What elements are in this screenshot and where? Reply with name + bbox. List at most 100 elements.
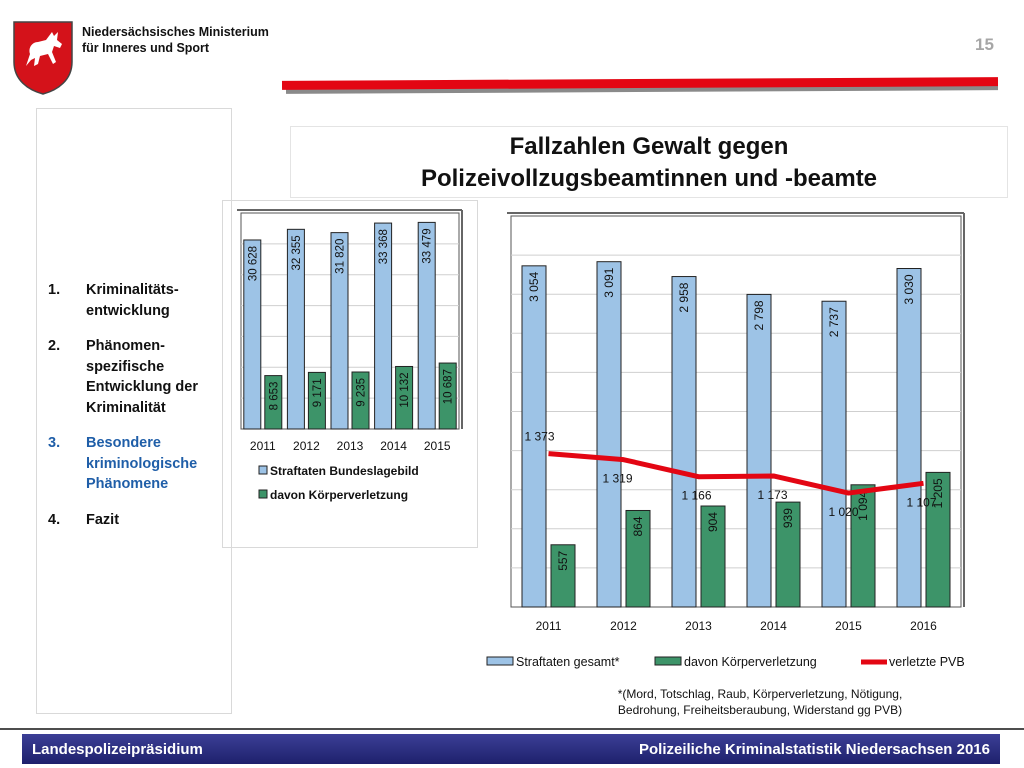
agenda-label: Phänomen- spezifische Entwicklung der Kr… <box>86 338 198 416</box>
c1-bar-total <box>243 239 262 430</box>
c2-x-tick: 2016 <box>910 619 937 633</box>
ministry-line2: für Inneres und Sport <box>82 41 210 55</box>
agenda-label: Fazit <box>86 511 120 528</box>
c2-x-tick: 2013 <box>685 619 712 633</box>
c1-data-label: 10 132 <box>399 372 411 407</box>
chart-niedersachsen-svg: 3 054 3 091 2 958 2 798 2 737 3 030 557 864 904 9… <box>486 212 965 669</box>
footnote-line2: Bedrohung, Freiheitsberaubung, Widerstan… <box>617 703 903 717</box>
title-line2: Polizeivollzugsbeamtinnen und -beamte <box>420 165 878 192</box>
c1-x-tick: 2014 <box>380 439 407 453</box>
agenda-item-1[interactable]: 1. Kriminalitäts- entwicklung <box>48 280 230 321</box>
c1-bar-total <box>286 228 305 430</box>
c2-data-label: 3 054 <box>527 272 541 302</box>
c2-data-label: 1 205 <box>931 478 945 508</box>
c1-x-tick: 2015 <box>424 439 451 453</box>
c1-bar-koerperverletzung <box>438 362 457 430</box>
c2-line-label: 1 020 <box>828 505 858 519</box>
c1-bar-koerperverletzung <box>395 365 414 430</box>
agenda-item-3[interactable]: 3. Besondere kriminologische Phänomene <box>48 433 230 495</box>
c1-data-label: 30 628 <box>247 246 259 281</box>
slide-title: Fallzahlen Gewalt gegen Polizeivollzugsb… <box>290 131 1008 195</box>
footer-divider <box>0 728 1024 730</box>
agenda-list: 1. Kriminalitäts- entwicklung 2. Phänome… <box>48 280 230 545</box>
c1-data-label: 33 368 <box>378 229 390 264</box>
c2-line-verletzte-pvb <box>548 451 924 496</box>
ministry-line1: Niedersächsisches Ministerium <box>82 25 269 39</box>
agenda-item-4[interactable]: 4. Fazit <box>48 510 230 531</box>
sidebar-panel <box>36 108 232 714</box>
ministry-name: Niedersächsisches Ministerium für Innere… <box>82 24 269 56</box>
c2-bar-koerperverletzung <box>775 501 801 608</box>
agenda-number: 3. <box>48 435 61 451</box>
agenda-item-2[interactable]: 2. Phänomen- spezifische Entwicklung der… <box>48 336 230 418</box>
c2-bar-koerperverletzung <box>850 484 876 608</box>
c2-data-label: 1 094 <box>856 490 870 520</box>
footer-left-text: Landespolizeipräsidium <box>32 740 203 758</box>
footnote: *(Mord, Totschlag, Raub, Körperverletzun… <box>540 686 980 718</box>
agenda-label: Kriminalitäts- entwicklung <box>86 282 179 319</box>
c2-x-tick: 2014 <box>760 619 787 633</box>
agenda-number: 4. <box>48 511 61 528</box>
agenda-number: 1. <box>48 282 61 298</box>
c2-line-label: 1 173 <box>757 488 787 502</box>
c2-data-label: 3 030 <box>902 274 916 304</box>
c1-data-label: 31 820 <box>335 239 347 274</box>
c1-data-label: 8 653 <box>268 382 280 411</box>
c2-data-label: 904 <box>706 512 720 532</box>
c2-line-label: 1 319 <box>602 472 632 486</box>
c2-data-label: 3 091 <box>602 267 616 297</box>
c2-bar-total <box>896 268 922 608</box>
c1-bar-total <box>330 232 349 430</box>
c2-legend-label: davon Körperverletzung <box>684 655 817 669</box>
c1-data-label: 10 687 <box>443 369 455 404</box>
agenda-number: 2. <box>48 338 61 354</box>
footer-bar: Landespolizeipräsidium Polizeiliche Krim… <box>22 734 1000 764</box>
c1-legend-swatch <box>258 465 268 475</box>
crest-logo <box>10 18 76 96</box>
c2-x-tick: 2012 <box>610 619 637 633</box>
c1-data-label: 32 355 <box>291 235 303 270</box>
c2-data-label: 864 <box>631 516 645 536</box>
c1-legend-label: davon Körperverletzung <box>270 488 408 502</box>
c1-x-tick: 2013 <box>337 439 364 453</box>
c2-bar-koerperverletzung <box>700 505 726 608</box>
c1-data-label: 9 171 <box>312 378 324 407</box>
title-line1: Fallzahlen Gewalt gegen <box>509 133 789 160</box>
title-box <box>290 126 1008 198</box>
c1-bar-koerperverletzung <box>351 371 370 430</box>
c2-data-label: 557 <box>556 550 570 570</box>
chart-niedersachsen: 3 054 3 091 2 958 2 798 2 737 3 030 557 864 904 9… <box>483 200 1003 680</box>
chart-bundeslagebild-svg: 30 628 32 355 31 820 33 368 33 479 8 653 9 171… <box>237 209 463 502</box>
c1-bar-total <box>417 221 436 430</box>
c2-bar-koerperverletzung <box>925 471 951 608</box>
c2-legend-swatch <box>654 656 682 666</box>
page-number: 15 <box>975 35 994 54</box>
c1-bar-total <box>374 222 393 430</box>
c2-bar-koerperverletzung <box>550 544 576 608</box>
c1-legend-swatch <box>258 489 268 499</box>
c2-data-label: 2 798 <box>752 300 766 330</box>
c2-bar-total <box>596 261 622 608</box>
c1-data-label: 9 235 <box>356 378 368 407</box>
c2-data-label: 2 737 <box>827 307 841 337</box>
c2-legend-label: verletzte PVB <box>889 655 965 669</box>
chart-bundeslagebild: 30 628 32 355 31 820 33 368 33 479 8 653 9 171… <box>222 200 478 548</box>
c1-data-label: 33 479 <box>422 228 434 263</box>
footnote-line1: *(Mord, Totschlag, Raub, Körperverletzun… <box>617 687 903 701</box>
c2-bar-total <box>821 300 847 608</box>
c2-bar-total <box>671 276 697 608</box>
footer-right-text: Polizeiliche Kriminalstatistik Niedersac… <box>639 740 990 758</box>
c1-x-tick: 2011 <box>250 439 276 453</box>
c2-bar-total <box>746 293 772 608</box>
c2-line-label: 1 166 <box>681 489 711 503</box>
c2-legend-swatch <box>486 656 514 666</box>
c2-bar-koerperverletzung <box>625 509 651 608</box>
c2-x-tick: 2015 <box>835 619 862 633</box>
c2-bar-total <box>521 265 547 608</box>
c2-line-label: 1 107 <box>906 495 936 509</box>
c2-legend-label: Straftaten gesamt* <box>516 655 620 669</box>
c2-x-tick: 2011 <box>536 619 562 633</box>
c2-line-label: 1 373 <box>524 430 554 444</box>
c1-x-tick: 2012 <box>293 439 320 453</box>
agenda-label: Besondere kriminologische Phänomene <box>86 435 198 492</box>
